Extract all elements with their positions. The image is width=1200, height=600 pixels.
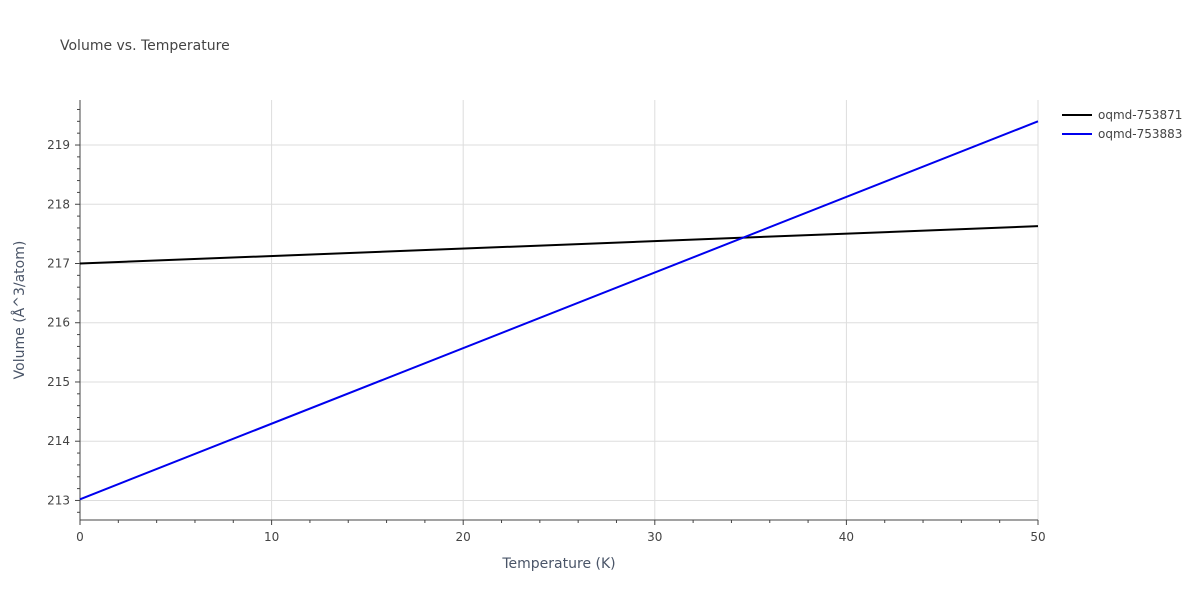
series-lines [79,120,1039,501]
y-axis-title: Volume (Å^3/atom) [11,241,28,380]
legend-label: oqmd-753871 [1098,108,1182,122]
y-tick-label: 214 [47,434,70,448]
y-tick-label: 215 [47,375,70,389]
x-tick-label: 0 [76,530,84,544]
legend-item-oqmd-753871[interactable]: oqmd-753871 [1062,108,1182,122]
x-tick-label: 40 [839,530,854,544]
y-tick-label: 216 [47,316,70,330]
series-line-oqmd-753871 [79,225,1039,265]
series-line-oqmd-753883 [79,120,1039,501]
x-tick-label: 30 [647,530,662,544]
legend[interactable]: oqmd-753871 oqmd-753883 [1062,108,1182,141]
legend-label: oqmd-753883 [1098,127,1182,141]
y-tick-label: 213 [47,493,70,507]
x-axis-title: Temperature (K) [501,556,615,572]
axes: 0 10 20 30 40 50 213 214 215 216 217 218 219 [47,100,1046,544]
grid [80,100,1039,520]
y-tick-label: 218 [47,197,70,211]
x-tick-label: 50 [1030,530,1045,544]
legend-item-oqmd-753883[interactable]: oqmd-753883 [1062,127,1182,141]
y-tick-label: 219 [47,138,70,152]
y-tick-label: 217 [47,256,70,270]
x-tick-label: 10 [264,530,279,544]
chart-title: Volume vs. Temperature [60,38,230,54]
x-tick-label: 20 [456,530,471,544]
